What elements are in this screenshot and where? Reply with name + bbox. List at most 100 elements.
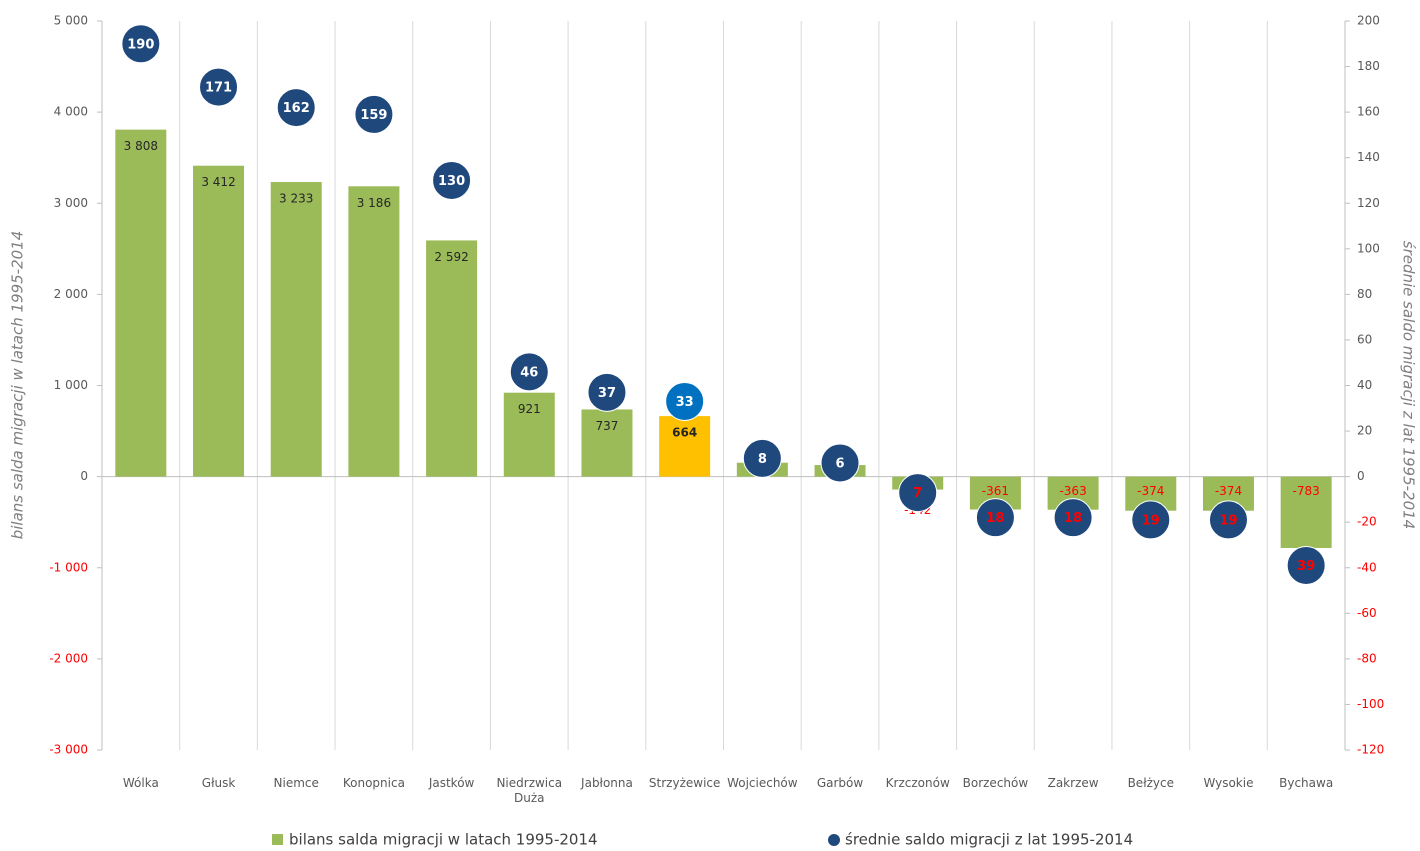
y-tick-label: -2 000: [49, 651, 88, 665]
x-tick-label: Głusk: [202, 776, 236, 790]
x-tick-label: Krzczonów: [886, 776, 950, 790]
y2-tick-label: 160: [1357, 105, 1380, 119]
y2-tick-label: 80: [1357, 287, 1372, 301]
bar: [193, 165, 245, 477]
bubble-label: 162: [283, 101, 310, 116]
x-tick-label: Jastków: [428, 776, 475, 790]
bubble: [509, 352, 549, 392]
data-label: 737: [596, 419, 619, 433]
y-tick-label: 3 000: [54, 196, 88, 210]
data-label: -361: [982, 484, 1009, 498]
bubble: [665, 381, 705, 421]
x-tick-label: Zakrzew: [1048, 776, 1099, 790]
x-tick-label: Niemce: [274, 776, 319, 790]
bubble-label: 7: [913, 486, 922, 501]
legend-label: średnie saldo migracji z lat 1995-2014: [845, 831, 1133, 849]
y2-tick-label: -120: [1357, 743, 1384, 757]
bubble-label: 19: [1142, 513, 1160, 528]
x-tick-label: Bełżyce: [1128, 776, 1174, 790]
x-tick-label: Garbów: [817, 776, 864, 790]
y2-tick-label: -80: [1357, 651, 1377, 665]
bubble: [199, 67, 239, 107]
y-tick-label: 5 000: [54, 14, 88, 28]
y2-tick-label: 200: [1357, 14, 1380, 28]
data-label: -783: [1293, 484, 1320, 498]
bubble-label: 33: [676, 395, 694, 410]
data-label: -363: [1059, 484, 1086, 498]
y-tick-label: 4 000: [54, 105, 88, 119]
bubble: [898, 473, 938, 513]
bubble-label: 39: [1297, 559, 1315, 574]
data-label: 3 186: [357, 196, 391, 210]
bar: [659, 416, 711, 477]
data-label: 2 592: [434, 250, 468, 264]
bubble-label: 19: [1219, 513, 1237, 528]
legend-label: bilans salda migracji w latach 1995-2014: [289, 831, 598, 849]
bubble: [1053, 498, 1093, 538]
y2-tick-label: 60: [1357, 332, 1372, 346]
y2-tick-label: -60: [1357, 606, 1377, 620]
bubble: [276, 88, 316, 128]
y2-tick-label: 40: [1357, 378, 1372, 392]
y2-tick-label: 20: [1357, 424, 1372, 438]
y2-tick-label: -100: [1357, 697, 1384, 711]
data-label: 3 412: [201, 175, 235, 189]
bar: [115, 129, 167, 477]
y-tick-label: -1 000: [49, 560, 88, 574]
bar: [426, 240, 478, 477]
y2-tick-label: -20: [1357, 515, 1377, 529]
bubble: [432, 160, 472, 200]
bubble: [1286, 545, 1326, 585]
bubble-label: 6: [836, 456, 845, 471]
data-label: -374: [1137, 484, 1164, 498]
data-label: 3 233: [279, 192, 313, 206]
x-tick-label: Niedrzwica Duża: [496, 776, 562, 805]
bubble-label: 171: [205, 81, 232, 96]
x-tick-label: Konopnica: [343, 776, 405, 790]
legend-swatch: [272, 834, 283, 845]
y-tick-label: 1 000: [54, 378, 88, 392]
y-tick-label: 2 000: [54, 287, 88, 301]
bubble-label: 159: [360, 108, 387, 123]
bubble: [1131, 500, 1171, 540]
y-tick-label: 0: [80, 469, 88, 483]
bubble: [354, 94, 394, 134]
x-tick-label: Borzechów: [963, 776, 1029, 790]
bubble: [587, 372, 627, 412]
bubble-label: 8: [758, 452, 767, 467]
bubble-label: 46: [520, 365, 538, 380]
x-tick-label: Bychawa: [1279, 776, 1333, 790]
legend-swatch: [828, 834, 840, 846]
bubble-label: 190: [127, 37, 154, 52]
bubble: [1208, 500, 1248, 540]
bar: [503, 392, 555, 477]
y2-tick-label: 0: [1357, 469, 1365, 483]
x-tick-label: Jabłonna: [580, 776, 633, 790]
bubble-label: 18: [1064, 511, 1082, 526]
x-tick-label: Wólka: [123, 776, 159, 790]
y2-axis-label: średnie saldo migracji z lat 1995-2014: [1400, 241, 1418, 529]
data-label: 664: [672, 426, 697, 440]
bubble-label: 130: [438, 174, 465, 189]
y2-tick-label: 120: [1357, 196, 1380, 210]
bubble: [121, 24, 161, 64]
bubble: [820, 443, 860, 483]
x-tick-label: Wysokie: [1203, 776, 1253, 790]
y2-tick-label: 140: [1357, 150, 1380, 164]
y2-tick-label: 100: [1357, 241, 1380, 255]
bubble-label: 37: [598, 386, 616, 401]
x-tick-label: Strzyżewice: [649, 776, 720, 790]
y2-tick-label: 180: [1357, 59, 1380, 73]
y-tick-label: -3 000: [49, 743, 88, 757]
bubble-label: 18: [986, 511, 1004, 526]
bubble: [742, 438, 782, 478]
y2-tick-label: -40: [1357, 560, 1377, 574]
bar: [348, 186, 400, 477]
x-tick-label: Wojciechów: [727, 776, 798, 790]
bar: [581, 409, 633, 477]
data-label: 3 808: [124, 139, 158, 153]
data-label: -374: [1215, 484, 1242, 498]
data-label: 921: [518, 402, 541, 416]
bubble: [975, 498, 1015, 538]
